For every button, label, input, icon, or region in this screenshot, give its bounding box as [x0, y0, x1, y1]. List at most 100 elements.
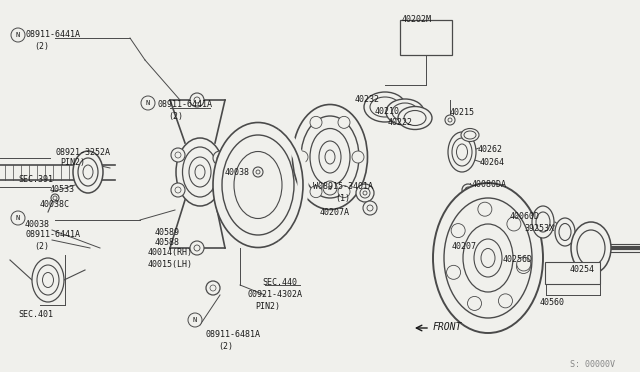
- Text: N: N: [16, 32, 20, 38]
- Text: 40014(RH): 40014(RH): [148, 248, 193, 257]
- Ellipse shape: [404, 110, 426, 125]
- Ellipse shape: [461, 128, 479, 141]
- Text: SEC.401: SEC.401: [18, 310, 53, 319]
- Circle shape: [310, 186, 322, 198]
- Text: 40264: 40264: [480, 158, 505, 167]
- Text: 40215: 40215: [450, 108, 475, 117]
- Ellipse shape: [532, 206, 554, 238]
- Ellipse shape: [42, 273, 54, 288]
- Text: 08911-6441A: 08911-6441A: [26, 30, 81, 39]
- Text: 40015(LH): 40015(LH): [148, 260, 193, 269]
- Ellipse shape: [555, 218, 575, 246]
- Text: 40254: 40254: [570, 265, 595, 274]
- Ellipse shape: [433, 183, 543, 333]
- Text: 40060D: 40060D: [510, 212, 540, 221]
- Text: N: N: [193, 317, 197, 323]
- Circle shape: [462, 184, 474, 196]
- Circle shape: [141, 96, 155, 110]
- Text: W: W: [328, 186, 332, 190]
- Ellipse shape: [452, 138, 472, 166]
- Text: 40038: 40038: [225, 168, 250, 177]
- Circle shape: [11, 28, 25, 42]
- Text: PIN2): PIN2): [60, 158, 85, 167]
- Ellipse shape: [189, 157, 211, 187]
- Circle shape: [188, 313, 202, 327]
- Circle shape: [356, 184, 374, 202]
- Circle shape: [213, 151, 227, 165]
- Ellipse shape: [319, 141, 341, 173]
- Text: 00921-4302A: 00921-4302A: [248, 290, 303, 299]
- Text: (2): (2): [218, 342, 233, 351]
- Text: 08911-6441A: 08911-6441A: [158, 100, 213, 109]
- Ellipse shape: [222, 135, 294, 235]
- Circle shape: [323, 181, 337, 195]
- Ellipse shape: [444, 198, 532, 318]
- Ellipse shape: [73, 151, 103, 193]
- Text: N: N: [16, 215, 20, 221]
- Ellipse shape: [481, 248, 495, 267]
- Circle shape: [499, 294, 513, 308]
- Circle shape: [360, 188, 370, 198]
- Ellipse shape: [474, 239, 502, 277]
- Circle shape: [338, 116, 350, 128]
- Text: 40589: 40589: [155, 228, 180, 237]
- Ellipse shape: [325, 150, 335, 164]
- Circle shape: [516, 257, 531, 271]
- Ellipse shape: [463, 224, 513, 292]
- Ellipse shape: [448, 132, 476, 172]
- Text: 40232: 40232: [355, 95, 380, 104]
- Circle shape: [213, 183, 227, 197]
- Text: (2): (2): [34, 42, 49, 51]
- Text: N: N: [146, 100, 150, 106]
- Circle shape: [467, 296, 481, 310]
- Ellipse shape: [32, 258, 64, 302]
- Ellipse shape: [386, 99, 424, 125]
- Text: FRONT: FRONT: [433, 322, 462, 332]
- Ellipse shape: [370, 97, 400, 117]
- Ellipse shape: [195, 165, 205, 179]
- Text: 40560: 40560: [540, 298, 565, 307]
- Ellipse shape: [176, 138, 224, 206]
- Text: SEC.391: SEC.391: [18, 175, 53, 184]
- Circle shape: [51, 194, 59, 202]
- Ellipse shape: [364, 92, 406, 122]
- Ellipse shape: [83, 165, 93, 179]
- Circle shape: [507, 217, 521, 231]
- Text: 40038: 40038: [25, 220, 50, 229]
- Text: 40080DA: 40080DA: [472, 180, 507, 189]
- Circle shape: [296, 151, 308, 163]
- Text: (1): (1): [335, 194, 350, 203]
- Circle shape: [447, 265, 461, 279]
- Circle shape: [451, 224, 465, 238]
- Text: (2): (2): [34, 242, 49, 251]
- Ellipse shape: [292, 105, 367, 209]
- Text: 40202M: 40202M: [402, 15, 432, 24]
- Bar: [400, 20, 452, 55]
- Ellipse shape: [577, 230, 605, 266]
- Ellipse shape: [392, 103, 418, 121]
- Circle shape: [171, 183, 185, 197]
- Text: 40222: 40222: [388, 118, 413, 127]
- Text: 40588: 40588: [155, 238, 180, 247]
- Text: W08915-3401A: W08915-3401A: [313, 182, 373, 191]
- Ellipse shape: [213, 122, 303, 247]
- Ellipse shape: [456, 144, 467, 160]
- Circle shape: [445, 115, 455, 125]
- Text: SEC.440: SEC.440: [262, 278, 297, 287]
- Text: 39253X: 39253X: [524, 224, 554, 233]
- Ellipse shape: [310, 128, 350, 186]
- Circle shape: [478, 202, 492, 216]
- Ellipse shape: [464, 131, 476, 139]
- Circle shape: [206, 281, 220, 295]
- Text: 40210: 40210: [375, 107, 400, 116]
- Circle shape: [338, 186, 350, 198]
- Circle shape: [171, 148, 185, 162]
- Ellipse shape: [536, 212, 550, 232]
- Text: 40038C: 40038C: [40, 200, 70, 209]
- Ellipse shape: [571, 222, 611, 274]
- Text: 08911-6481A: 08911-6481A: [205, 330, 260, 339]
- Circle shape: [190, 93, 204, 107]
- Text: 40256D: 40256D: [503, 255, 533, 264]
- Ellipse shape: [182, 147, 218, 197]
- Ellipse shape: [234, 151, 282, 218]
